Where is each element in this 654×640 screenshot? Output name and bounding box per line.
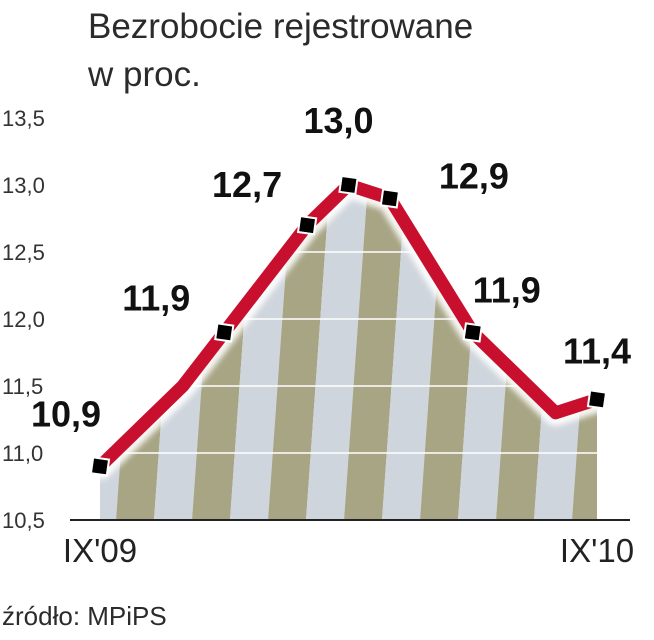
area-stripe [572,185,597,520]
data-label: 11,9 [122,277,190,318]
line-chart: 10,511,011,512,012,513,013,5 IX'09 IX'10 … [2,98,654,570]
data-markers [89,174,608,477]
y-axis-ticks: 10,5 11,0 11,5 12,0 12,5 13,0 13,5 [2,106,45,533]
chart-subtitle: w proc. [88,55,201,94]
data-marker [89,456,111,477]
data-label: 12,7 [212,164,282,205]
data-label: 13,0 [303,100,373,141]
data-label: 11,9 [473,269,541,310]
data-marker [462,322,483,343]
data-marker [338,174,359,196]
y-tick-label: 10,5 [2,508,45,533]
data-label: 11,4 [563,330,631,371]
y-tick-label: 12,5 [2,240,45,265]
source-note: źródło: MPiPS [2,601,167,631]
y-tick-label: 11,0 [2,441,43,466]
y-tick-label: 11,5 [2,374,43,399]
data-marker [379,188,401,209]
x-axis: IX'09 IX'10 [63,519,634,569]
data-marker [586,389,608,410]
data-label: 10,9 [31,393,101,434]
y-tick-label: 12,0 [2,307,45,332]
data-marker [214,322,235,343]
grid-lines [70,117,630,454]
area-stripe [610,98,654,520]
chart-title: Bezrobocie rejestrowane [88,7,474,46]
data-labels: 10,9 11,9 12,7 13,0 12,9 11,9 11,4 [29,99,632,436]
y-tick-label: 13,0 [2,173,45,198]
data-marker [296,215,318,236]
area-stripe [648,98,654,520]
x-tick-label: IX'10 [560,532,634,569]
y-tick-label: 13,5 [2,106,45,131]
data-label: 12,9 [439,155,509,196]
area-stripe [306,185,374,520]
x-tick-label: IX'09 [63,532,137,569]
